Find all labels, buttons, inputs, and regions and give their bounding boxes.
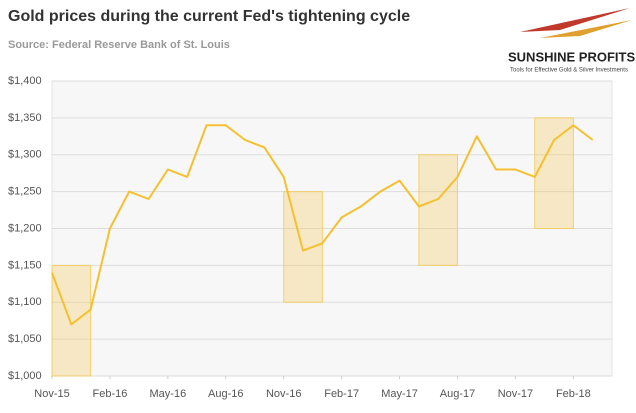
price-line xyxy=(51,124,594,326)
highlight-box xyxy=(51,264,92,377)
x-tick-label: Nov-17 xyxy=(498,388,533,400)
x-tick-label: Aug-16 xyxy=(208,388,243,400)
y-tick-label: $1,200 xyxy=(8,222,42,234)
y-tick-label: $1,050 xyxy=(8,333,42,345)
logo-swoosh xyxy=(540,20,632,38)
highlight-box xyxy=(534,117,574,229)
y-tick-label: $1,150 xyxy=(8,259,42,271)
y-tick-label: $1,100 xyxy=(8,296,42,308)
x-tick-label: Nov-16 xyxy=(266,388,301,400)
x-tick-label: Feb-17 xyxy=(324,388,359,400)
x-tick-label: Aug-17 xyxy=(440,388,475,400)
logo-swoosh xyxy=(520,8,630,32)
logo-name: SUNSHINE PROFITS xyxy=(508,49,635,64)
highlight-box xyxy=(418,154,459,266)
y-tick-label: $1,400 xyxy=(8,75,42,87)
x-tick-label: May-17 xyxy=(381,388,418,400)
logo-tagline: Tools for Effective Gold & Silver Invest… xyxy=(510,68,628,74)
x-tick-label: May-16 xyxy=(150,388,187,400)
x-tick-label: Feb-18 xyxy=(556,388,591,400)
logo: SUNSHINE PROFITS Tools for Effective Gol… xyxy=(508,8,635,74)
y-tick-label: $1,300 xyxy=(8,149,42,161)
y-tick-label: $1,350 xyxy=(8,112,42,124)
x-tick-label: Nov-15 xyxy=(34,388,69,400)
chart-subtitle: Source: Federal Reserve Bank of St. Loui… xyxy=(8,39,230,51)
y-tick-label: $1,000 xyxy=(8,370,42,382)
y-tick-label: $1,250 xyxy=(8,186,42,198)
x-tick-label: Feb-16 xyxy=(93,388,128,400)
chart-title: Gold prices during the current Fed's tig… xyxy=(8,8,410,25)
